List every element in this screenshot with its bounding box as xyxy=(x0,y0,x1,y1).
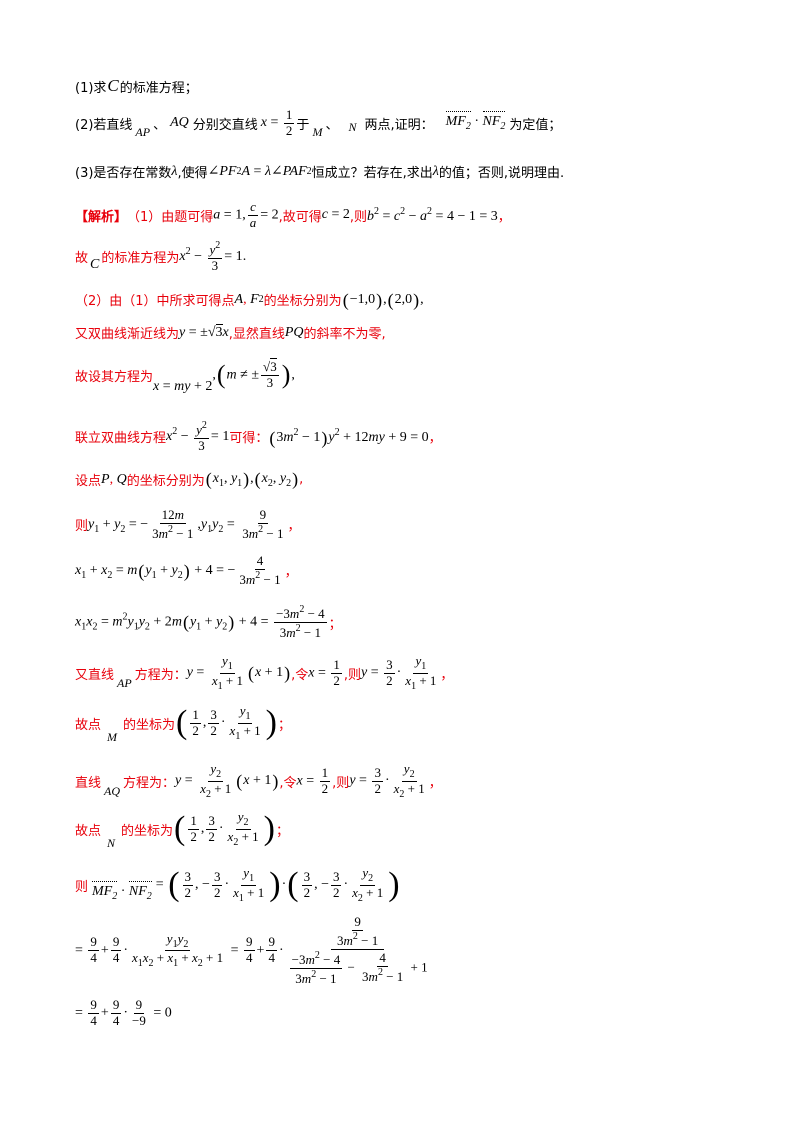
solution-part2-line2: 又双曲线渐近线为 y = ±√3x ,显然直线 PQ 的斜率不为零, xyxy=(75,323,386,342)
solution-part2-line11: 直线 AQ 方程为： y = y2 x2 + 1 (x + 1) ,令 x = 1 2 ,则 … xyxy=(75,761,442,800)
solution-part1-line1: 【解析】 （1）由题可得 a = 1, c a = 2 ,故可得 c = 2 ,则 b… xyxy=(75,199,511,230)
solution-label: 【解析】 xyxy=(75,209,128,225)
solution-part2-line6: 则 y1 + y2 = −12m 3m2 − 1 ,y1y2 = 9 3m2 − 1， xyxy=(75,507,301,541)
solution-part2-line7: x1 + x2 = m(y1 + y2) + 4 = −4 3m2 − 1， xyxy=(75,553,298,587)
solution-part2-line9: 又直线 AP 方程为： y = y1 x1 + 1 (x + 1) ,令 x = 1 2 ,则… xyxy=(75,653,454,692)
question-1: (1)求 C 的标准方程； xyxy=(75,76,198,96)
solution-part2-line10: 故点 M 的坐标为 (1 2, 3 2 · y1 x1 + 1)； xyxy=(75,703,291,744)
solution-part2-line14: = 9 4 +9 4 · y1y2 x1x2 + x1 + x2 + 1 = 9 4 +9 4 · 9… xyxy=(75,914,428,986)
solution-part2-line5: 设点 P, Q 的坐标分别为 (x1, y1),(x2, y2), xyxy=(75,469,304,490)
question-3: (3)是否存在常数 λ ,使得 ∠ PF 2 A = λ ∠ PAF 2 恒成立？若存在,求出 λ 的值… xyxy=(75,163,565,182)
solution-part2-line4: 联立双曲线方程 x2 − y2 3 = 1 可得： (3m2 − 1)y2 + 12… xyxy=(75,420,442,453)
solution-part2-line8: x1x2 = m2y1y2 + 2m(y1 + y2) + 4 = −3m2 −… xyxy=(75,604,342,640)
solution-part2-line13: 则 MF2 · NF2 = (3 2, −3 2 · y1 x1 + 1)·(3 2, −3… xyxy=(75,865,400,904)
solution-part2-line12: 故点 N 的坐标为 (1 2, 3 2 · y2 x2 + 1)； xyxy=(75,809,290,850)
solution-part1-line2: 故 C 的标准方程为 x2 − y2 3 = 1. xyxy=(75,240,247,273)
solution-part2-line15: = 9 4 +9 4 · 9 −9 = 0 xyxy=(75,997,172,1028)
solution-part2-line3: 故设其方程为 x = my + 2 ,(m ≠ ± √3 3), xyxy=(75,358,295,395)
solution-part2-line1: （2）由（1）中所求可得点 A, F 2 的坐标分别为 (−1,0),(2,0), xyxy=(75,289,424,310)
